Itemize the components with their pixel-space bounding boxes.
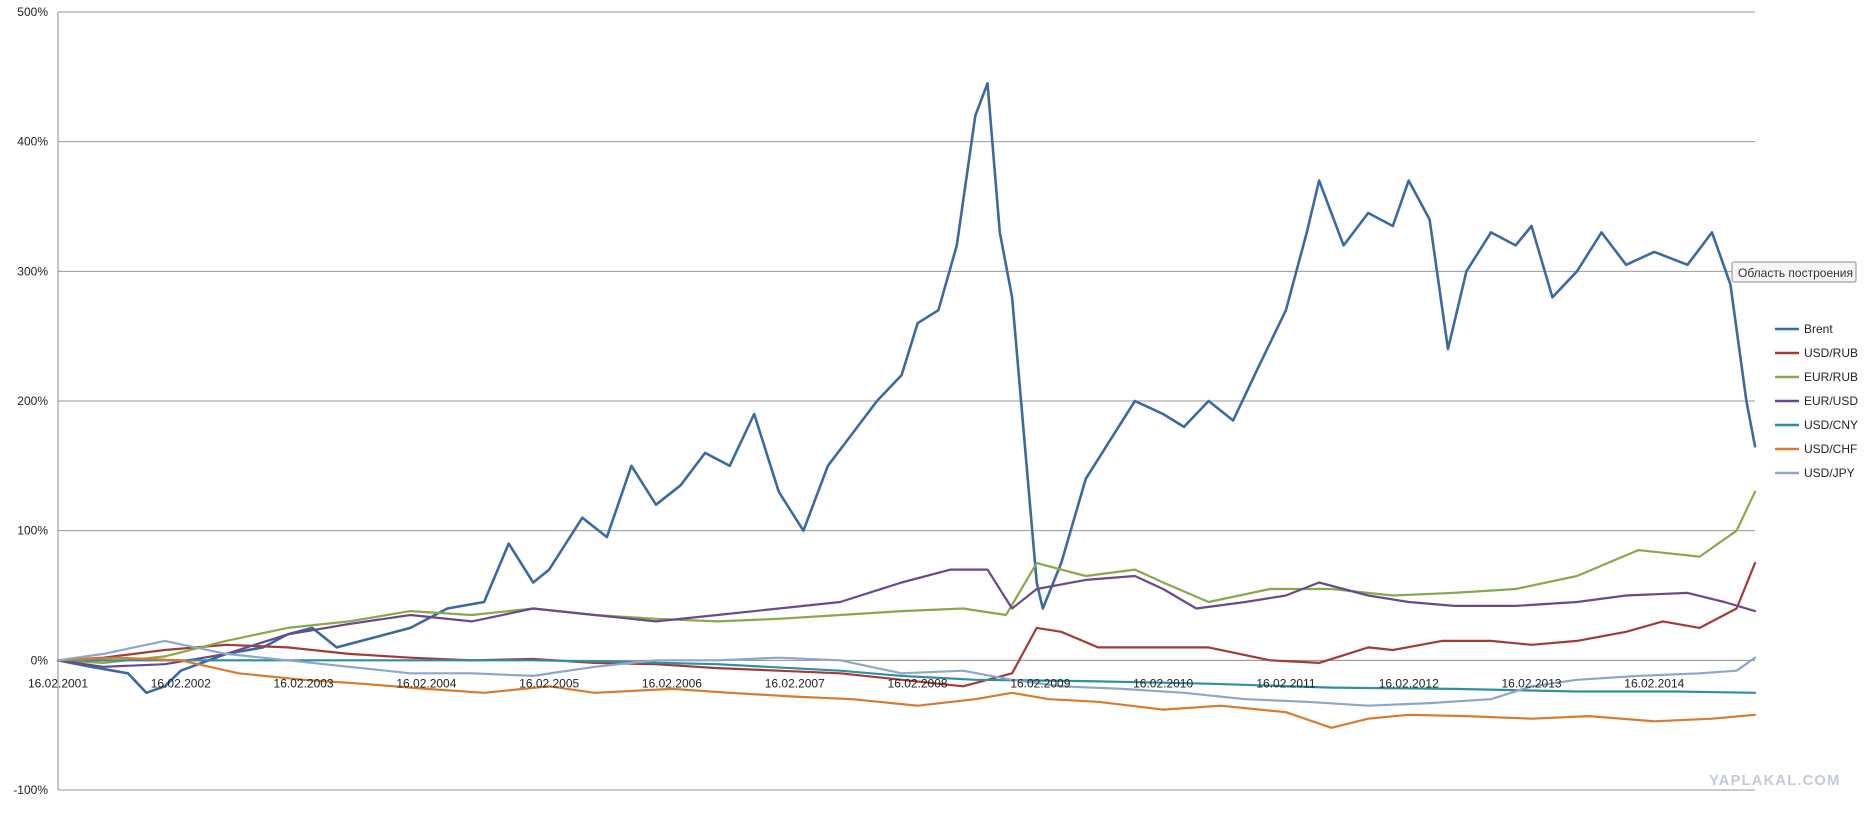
y-tick-labels: 500% 400% 300% 200% 100% 0% -100% — [13, 5, 48, 797]
x-tick-label: 16.02.2004 — [396, 676, 456, 690]
series-line-eur-usd[interactable] — [56, 568, 1757, 668]
y-tick-label: 200% — [17, 394, 48, 408]
x-tick-label: 16.02.2002 — [151, 676, 211, 690]
x-tick-label: 16.02.2009 — [1010, 676, 1070, 690]
legend-label: EUR/USD — [1804, 394, 1858, 408]
x-tick-label: 16.02.2013 — [1501, 676, 1561, 690]
x-tick-label: 16.02.2001 — [28, 676, 88, 690]
series-lines — [56, 82, 1757, 729]
x-tick-label: 16.02.2012 — [1379, 676, 1439, 690]
series-line-brent[interactable] — [56, 82, 1757, 695]
y-tick-label: 300% — [17, 264, 48, 278]
legend-label: USD/JPY — [1804, 466, 1855, 480]
x-tick-label: 16.02.2005 — [519, 676, 579, 690]
y-tick-label: 0% — [31, 653, 49, 667]
legend-label: USD/RUB — [1804, 346, 1858, 360]
x-tick-label: 16.02.2010 — [1133, 676, 1193, 690]
y-tick-label: 100% — [17, 524, 48, 538]
x-tick-label: 16.02.2008 — [888, 676, 948, 690]
y-tick-label: 400% — [17, 135, 48, 149]
series-line-usd-cny[interactable] — [56, 659, 1757, 694]
x-tick-label: 16.02.2014 — [1624, 676, 1684, 690]
tooltip-text: Область построения — [1738, 266, 1853, 280]
y-tick-label: 500% — [17, 5, 48, 19]
series-line-usd-jpy[interactable] — [56, 639, 1757, 707]
series-line-usd-rub[interactable] — [56, 562, 1757, 688]
x-tick-label: 16.02.2007 — [765, 676, 825, 690]
watermark: YAPLAKAL.COM — [1709, 772, 1840, 789]
legend-label: Brent — [1804, 322, 1833, 336]
legend-label: USD/CNY — [1804, 418, 1858, 432]
series-line-usd-chf[interactable] — [56, 656, 1757, 729]
plot-area-tooltip: Область построения — [1731, 261, 1857, 283]
x-tick-label: 16.02.2011 — [1256, 676, 1315, 690]
x-tick-labels: 16.02.2001 16.02.2002 16.02.2003 16.02.2004… — [28, 676, 1685, 690]
legend[interactable]: Brent USD/RUB EUR/RUB EUR/USD USD/CNY USD/CHF… — [1775, 322, 1858, 480]
x-tick-label: 16.02.2003 — [274, 676, 334, 690]
series-line-eur-rub[interactable] — [56, 490, 1757, 664]
x-tick-label: 16.02.2006 — [642, 676, 702, 690]
legend-label: EUR/RUB — [1804, 370, 1858, 384]
tooltip-box — [1731, 261, 1857, 283]
legend-label: USD/CHF — [1804, 442, 1857, 456]
y-tick-label: -100% — [13, 783, 48, 797]
